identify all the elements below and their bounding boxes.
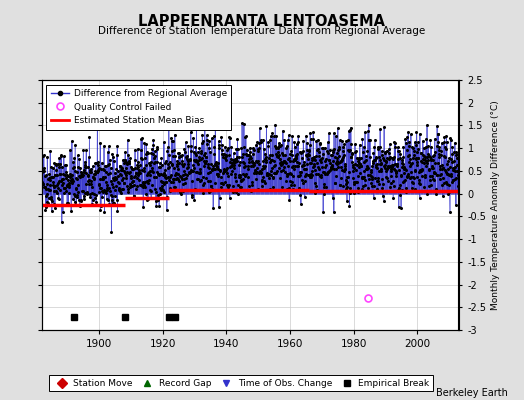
Text: Difference of Station Temperature Data from Regional Average: Difference of Station Temperature Data f…	[99, 26, 425, 36]
Legend: Station Move, Record Gap, Time of Obs. Change, Empirical Break: Station Move, Record Gap, Time of Obs. C…	[49, 375, 433, 392]
Y-axis label: Monthly Temperature Anomaly Difference (°C): Monthly Temperature Anomaly Difference (…	[490, 100, 500, 310]
Legend: Difference from Regional Average, Quality Control Failed, Estimated Station Mean: Difference from Regional Average, Qualit…	[47, 84, 231, 130]
Text: Berkeley Earth: Berkeley Earth	[436, 388, 508, 398]
Text: LAPPEENRANTA LENTOASEMA: LAPPEENRANTA LENTOASEMA	[138, 14, 386, 29]
